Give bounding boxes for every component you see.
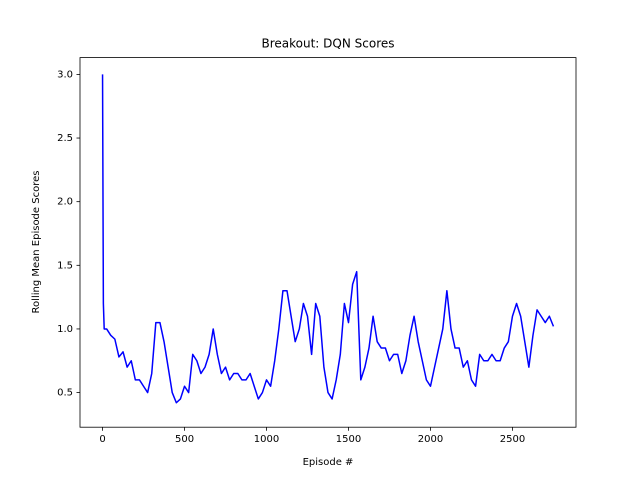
x-axis-label: Episode #: [303, 457, 354, 468]
x-tick-label: 500: [175, 434, 194, 445]
y-tick-label: 2.0: [57, 197, 73, 208]
y-tick-label: 1.0: [57, 324, 73, 335]
x-tick-label: 2500: [500, 434, 525, 445]
y-axis-label: Rolling Mean Episode Scores: [31, 171, 42, 314]
x-tick-label: 2000: [418, 434, 443, 445]
data-line: [101, 74, 555, 404]
x-tick-label: 1500: [336, 434, 361, 445]
y-tick-label: 2.5: [57, 133, 73, 144]
y-tick-label: 1.5: [57, 260, 73, 271]
chart-title: Breakout: DQN Scores: [261, 37, 394, 51]
plot-frame: [79, 57, 577, 428]
y-tick-label: 0.5: [57, 388, 73, 399]
x-tick-label: 0: [99, 434, 105, 445]
y-tick-label: 3.0: [57, 69, 73, 80]
x-tick-label: 1000: [254, 434, 279, 445]
